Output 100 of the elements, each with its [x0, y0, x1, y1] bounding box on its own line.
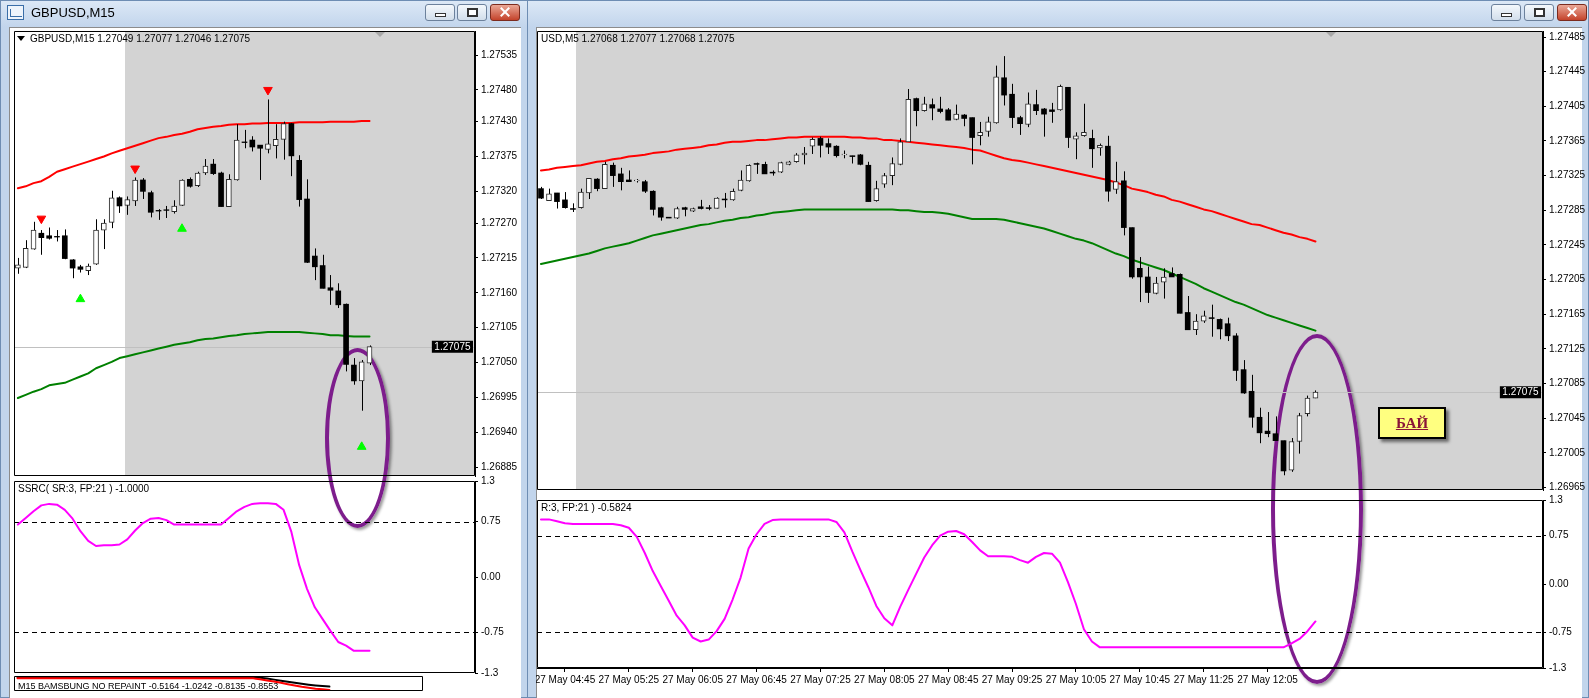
candlestick [272, 123, 279, 159]
y-tick-label: 1.27285 [1549, 204, 1586, 216]
candlestick [147, 190, 154, 218]
y-tick-label: 1.3 [1549, 493, 1564, 505]
candlestick [327, 274, 334, 306]
candlestick [22, 239, 29, 269]
y-tick-label: 0.75 [481, 515, 501, 527]
ref-line-label: 1.27075 [434, 340, 471, 352]
candlestick [889, 156, 896, 186]
candlestick [586, 177, 592, 200]
y-tick-label: 0.75 [1549, 529, 1569, 541]
chart-title: SSRC( SR:3, FP:21 ) -1.0000 [18, 483, 150, 494]
y-tick-label: 1.27125 [1549, 342, 1586, 354]
candlestick [602, 161, 608, 190]
candlestick [358, 359, 365, 412]
candlestick [873, 180, 880, 203]
annotation: БАЙ [1395, 415, 1429, 431]
point [356, 441, 367, 450]
y-tick-label: 1.27045 [1549, 411, 1586, 423]
x-tick-label: 27 May 10:05 [1045, 673, 1107, 685]
text: M15 BAMSBUNG NO REPAINT -0.5164 -1.0242 -0.8135 -0.8553 [18, 681, 279, 691]
candlestick [985, 116, 991, 138]
y-tick-label: 1.27215 [481, 251, 518, 263]
candlestick [1041, 107, 1047, 138]
y-tick-label: 1.26965 [1549, 481, 1586, 493]
candlestick [311, 247, 318, 281]
chart-title: R:3, FP:21 ) -0.5824 [541, 502, 632, 513]
x-tick-label: 27 May 08:05 [854, 673, 916, 685]
candlestick [977, 121, 983, 146]
y-tick-label: -0.75 [481, 626, 505, 638]
y-tick-label: -1.3 [481, 666, 499, 678]
y-tick-label: 1.27085 [1549, 377, 1586, 389]
point [36, 215, 47, 225]
x-tick-label: 27 May 06:05 [662, 673, 724, 685]
candlestick [1033, 89, 1039, 116]
y-tick-label: 1.27375 [481, 150, 518, 162]
chart-subtitle: GBPUSD,M15 1.27049 1.27077 1.27046 1.27075 [30, 33, 251, 44]
candlestick [649, 189, 656, 216]
candlestick [319, 254, 326, 289]
x-tick-label: 27 May 11:25 [1173, 673, 1235, 685]
point [130, 165, 140, 175]
candlestick [351, 357, 357, 386]
x-tick-label: 27 May 04:45 [534, 673, 596, 685]
candlestick [101, 218, 107, 250]
y-tick-label: -1.3 [1549, 661, 1567, 673]
candlestick [1272, 415, 1279, 442]
candlestick [1017, 115, 1023, 136]
y-tick-label: 1.27050 [481, 356, 518, 368]
y-tick-label: 1.3 [481, 474, 496, 486]
point [263, 86, 273, 96]
candlestick [633, 178, 640, 184]
y-tick-label: 1.27160 [481, 286, 518, 298]
x-tick-label: 27 May 05:25 [598, 673, 660, 685]
candlestick [897, 137, 904, 166]
y-tick-label: 1.27485 [1549, 30, 1586, 42]
candlestick [265, 98, 271, 154]
y-tick-label: 1.26885 [481, 460, 518, 472]
candlestick [335, 282, 342, 309]
y-tick-label: 0.00 [1549, 577, 1569, 589]
candlestick [578, 188, 584, 210]
y-tick-label: 1.27165 [1549, 307, 1586, 319]
x-tick-label: 27 May 06:45 [726, 673, 788, 685]
candlestick [1192, 313, 1199, 336]
x-tick-label: 27 May 08:45 [917, 673, 979, 685]
candlestick [1025, 91, 1031, 128]
y-tick-label: 1.27005 [1549, 446, 1586, 458]
candlestick [1144, 266, 1151, 304]
y-tick-label: 1.27430 [481, 115, 518, 127]
y-tick-label: 1.27405 [1549, 100, 1586, 112]
y-tick-label: 1.27270 [481, 216, 518, 228]
candlestick [1089, 129, 1095, 169]
candlestick [1049, 102, 1055, 124]
y-tick-label: 1.27480 [481, 83, 518, 95]
y-tick-label: 1.27105 [481, 321, 518, 333]
point [177, 223, 187, 232]
y-tick-label: -0.75 [1549, 626, 1573, 638]
candlestick [140, 177, 146, 200]
x-tick-label: 27 May 12:05 [1237, 673, 1299, 685]
candlestick [1113, 161, 1119, 195]
candlestick [969, 117, 975, 165]
candlestick [1057, 84, 1063, 112]
ref-line-label: 1.27075 [1502, 386, 1539, 398]
candlestick [1073, 131, 1079, 160]
candlestick [257, 144, 263, 181]
candlestick [929, 98, 936, 121]
candlestick [618, 167, 624, 191]
y-tick-label: 1.27535 [481, 48, 518, 60]
y-tick-label: 1.27205 [1549, 273, 1586, 285]
y-tick-label: 1.27365 [1549, 134, 1586, 146]
candlestick [1001, 55, 1007, 106]
y-tick-label: 1.27245 [1549, 238, 1586, 250]
chart-title: GBPUSD,M15 [31, 5, 115, 20]
candlestick [610, 162, 616, 188]
point [75, 293, 86, 303]
candlestick [124, 195, 131, 216]
y-tick-label: 0.00 [481, 570, 501, 582]
candlestick [61, 228, 68, 260]
y-tick-label: 1.27320 [481, 185, 518, 197]
candlestick [1184, 295, 1191, 331]
note-box: БАЙ [1378, 407, 1446, 439]
